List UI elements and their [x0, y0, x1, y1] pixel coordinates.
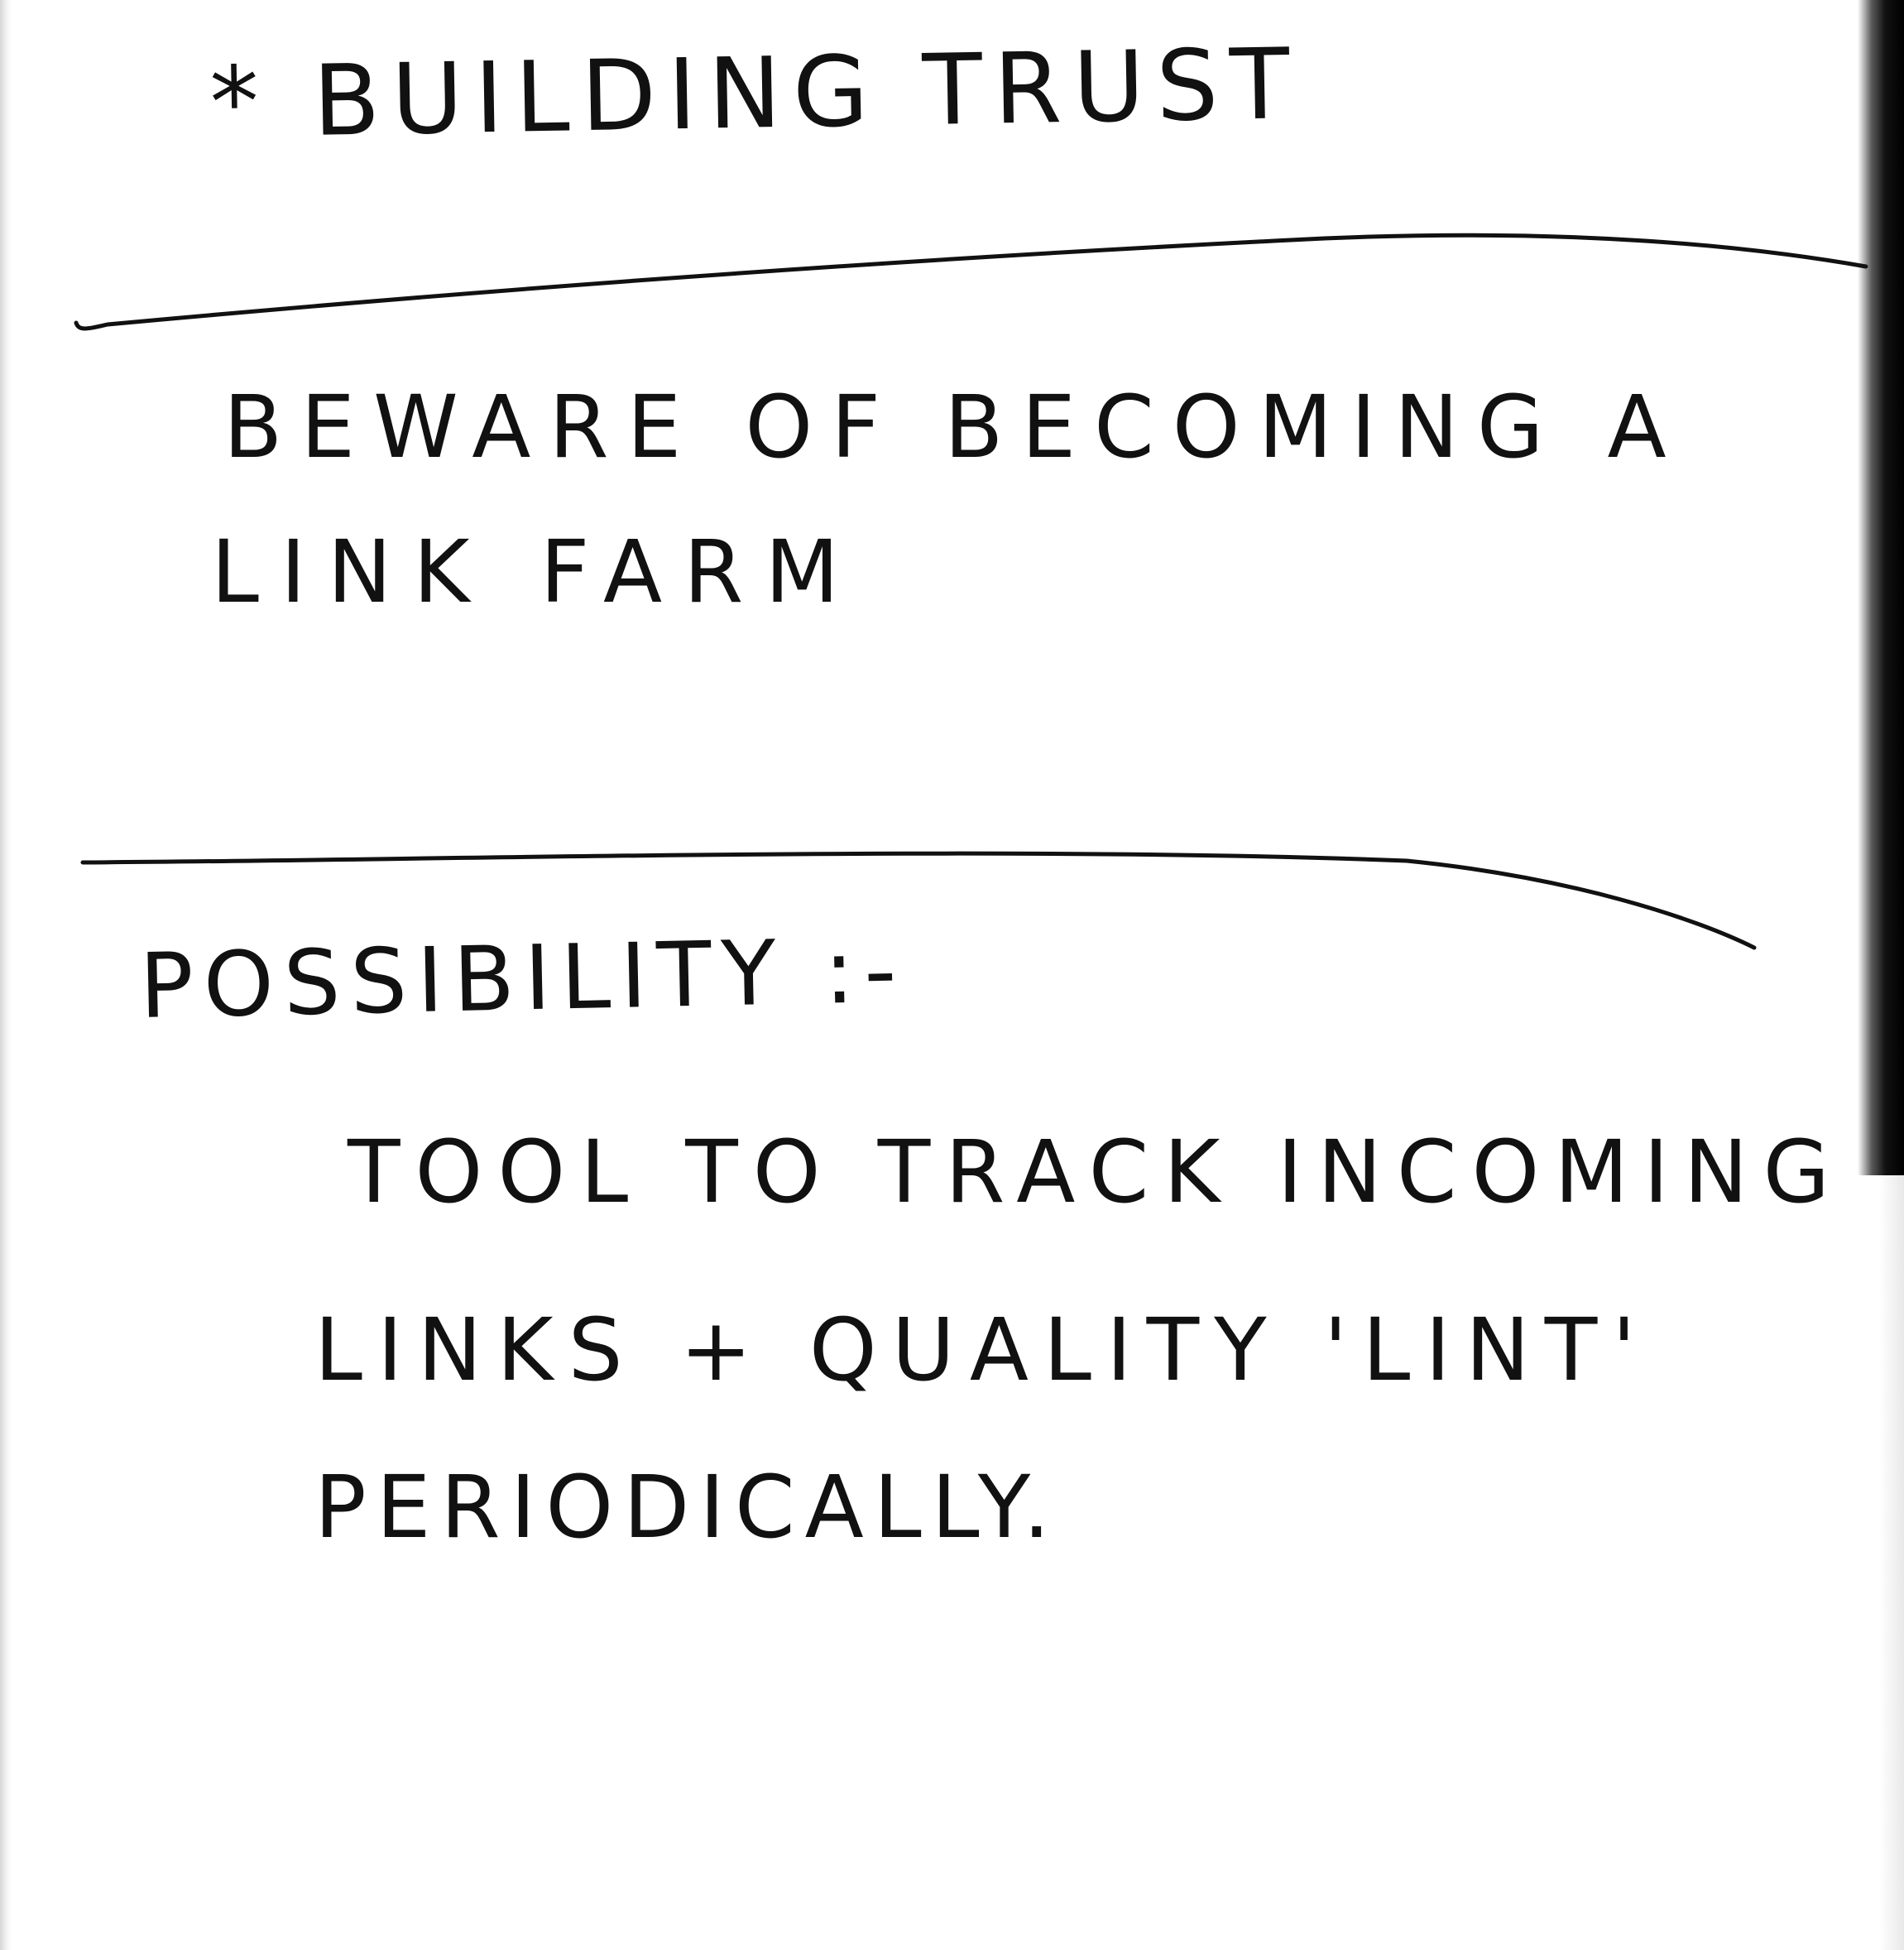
paper-edge-shadow-lower	[1879, 1175, 1904, 1950]
note-heading: * BUILDING TRUST	[209, 26, 1302, 160]
paper-left-edge	[0, 0, 12, 1950]
section1-line1: BEWARE OF BECOMING A	[223, 377, 1685, 478]
paper-edge-shadow	[1858, 0, 1904, 1175]
divider-line-top	[74, 233, 1868, 331]
section2-label: POSSIBILITY :-	[138, 919, 908, 1039]
section1-line2: LINK FARM	[211, 521, 861, 622]
section2-line3: PERIODICALLY.	[314, 1457, 1061, 1558]
section2-line2: LINKS + QUALITY 'LINT'	[314, 1299, 1651, 1400]
section2-line1: TOOL TO TRACK INCOMING	[348, 1121, 1845, 1222]
